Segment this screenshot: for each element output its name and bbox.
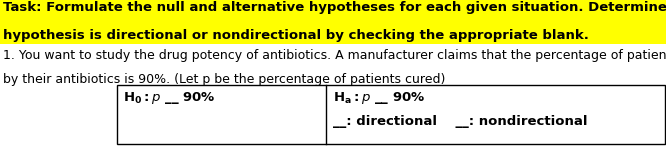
Text: $\mathbf{H_a}$$\mathbf{: }$$\mathit{p}$ __ 90%: $\mathbf{H_a}$$\mathbf{: }$$\mathit{p}$ … [333, 90, 426, 106]
Text: Task: Formulate the null and alternative hypotheses for each given situation. De: Task: Formulate the null and alternative… [3, 1, 666, 14]
Text: by their antibiotics is 90%. (Let p be the percentage of patients cured): by their antibiotics is 90%. (Let p be t… [3, 74, 446, 86]
Text: 1. You want to study the drug potency of antibiotics. A manufacturer claims that: 1. You want to study the drug potency of… [3, 49, 666, 61]
Text: __: directional    __: nondirectional: __: directional __: nondirectional [333, 115, 587, 128]
Text: hypothesis is directional or nondirectional by checking the appropriate blank.: hypothesis is directional or nondirectio… [3, 29, 589, 42]
Bar [0, 0, 666, 44]
Bar [117, 85, 665, 144]
Text: $\mathbf{H_0}$$\mathbf{: }$$\mathit{p}$ __ 90%: $\mathbf{H_0}$$\mathbf{: }$$\mathit{p}$ … [123, 90, 216, 106]
